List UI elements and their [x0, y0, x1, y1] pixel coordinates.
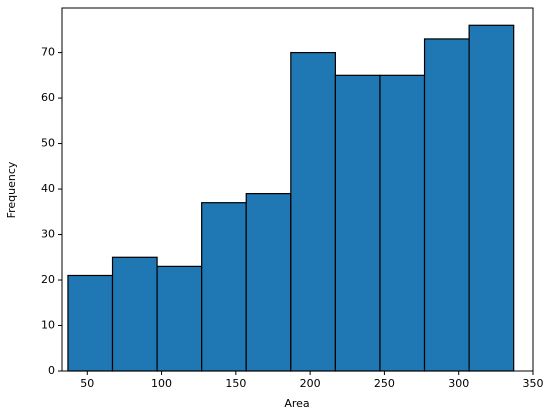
y-tick-label: 0 [48, 364, 55, 377]
x-tick-label: 50 [80, 377, 94, 390]
y-tick-label: 30 [41, 228, 55, 241]
x-tick-label: 150 [225, 377, 246, 390]
bar [290, 51, 336, 372]
x-tick-label: 250 [374, 377, 395, 390]
y-tick-label: 20 [41, 273, 55, 286]
bar [67, 274, 114, 372]
y-axis-label: Frequency [5, 161, 18, 218]
bar [245, 192, 292, 372]
y-tick-label: 70 [41, 46, 55, 59]
y-tick-label: 60 [41, 91, 55, 104]
bar [423, 38, 470, 372]
y-tick-label: 40 [41, 182, 55, 195]
bar [379, 74, 426, 372]
y-tick-label: 10 [41, 319, 55, 332]
bar [201, 202, 247, 372]
x-tick-label: 300 [448, 377, 469, 390]
y-tick-label: 50 [41, 137, 55, 150]
bar [111, 256, 158, 372]
bar [156, 265, 203, 372]
x-tick-label: 100 [151, 377, 172, 390]
x-axis-label: Area [284, 397, 309, 410]
bar [468, 24, 515, 372]
bar [334, 74, 381, 372]
x-tick-label: 350 [523, 377, 544, 390]
x-tick-label: 200 [300, 377, 321, 390]
